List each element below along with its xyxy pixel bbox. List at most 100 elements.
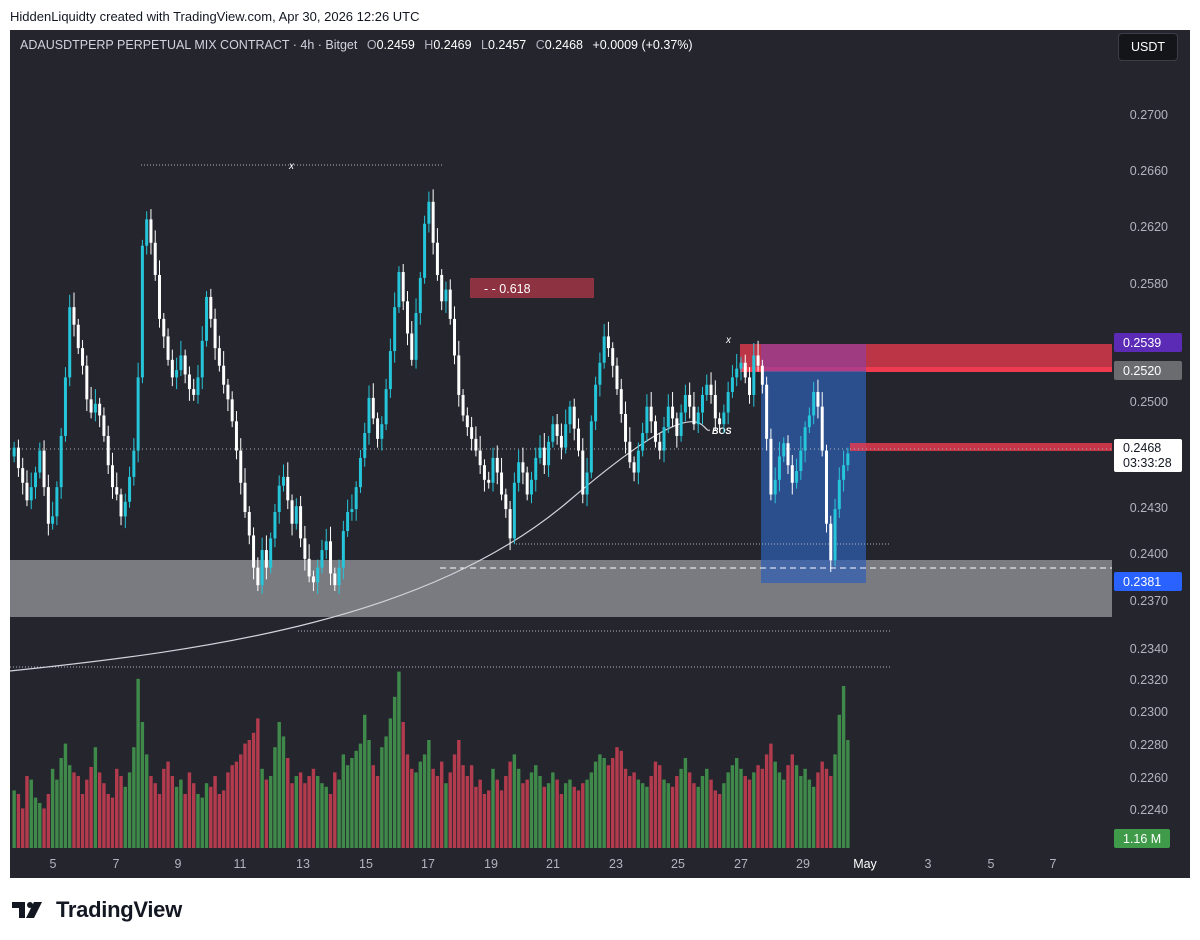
candle-body [363, 433, 367, 458]
candle-body [624, 413, 628, 442]
volume-bar [234, 761, 239, 848]
volume-bar [230, 765, 234, 848]
bos-label: BOS [712, 426, 732, 436]
candle-body [158, 274, 162, 319]
candle-body [196, 377, 200, 395]
candle-body [93, 403, 97, 413]
candle-body [89, 399, 93, 413]
candle-body [538, 447, 542, 458]
candle-body [371, 397, 375, 419]
candle-body [508, 509, 512, 539]
candle-body [166, 336, 170, 360]
swing-high-marker: x [288, 161, 295, 172]
candle-body [602, 336, 606, 363]
candle-body [128, 476, 132, 502]
volume-badge-text: 1.16 M [1123, 832, 1161, 846]
candle-body [418, 277, 422, 314]
candle-body [675, 418, 679, 436]
candle-body [581, 450, 585, 495]
candle-body [38, 450, 42, 473]
volume-bar [602, 758, 606, 848]
candle-body [641, 433, 645, 451]
y-tick: 0.2660 [1130, 164, 1168, 178]
volume-bar [431, 768, 435, 848]
volume-bar [709, 779, 713, 848]
tradingview-logo[interactable]: TradingView [12, 897, 182, 923]
candle-body [718, 418, 722, 425]
volume-bar [452, 754, 457, 848]
x-tick: 7 [113, 857, 120, 871]
volume-bar [102, 783, 106, 848]
candle-body [209, 296, 213, 319]
candle-body [773, 479, 777, 495]
candle-body [559, 435, 563, 448]
candle-body [752, 355, 756, 395]
close-value: 0.2468 [544, 38, 583, 52]
candle-body [320, 550, 324, 568]
candle-body [367, 397, 371, 434]
candle-body [606, 336, 610, 349]
candle-body [748, 377, 752, 395]
candle-body [777, 456, 781, 480]
symbol-header: ADAUSDTPERP PERPETUAL MIX CONTRACT · 4h … [20, 38, 693, 52]
candle-body [153, 242, 157, 275]
x-tick: 15 [359, 857, 373, 871]
price-badge-0381 [1114, 572, 1182, 591]
volume-bar [298, 772, 303, 848]
chart-frame[interactable]: ADAUSDTPERP PERPETUAL MIX CONTRACT · 4h … [10, 30, 1190, 878]
candle-body [842, 465, 846, 480]
candle-body [42, 450, 46, 488]
volume-bar [675, 776, 679, 848]
price-chart[interactable]: 0.2700 0.2660 0.2620 0.2580 0.2500 0.243… [10, 30, 1190, 878]
candle-body [230, 399, 234, 422]
candle-body [405, 301, 409, 334]
volume-bar [816, 772, 820, 848]
tradingview-brand: TradingView [56, 897, 182, 922]
volume-bar [29, 779, 33, 848]
high-label: H [424, 38, 434, 52]
volume-bar [418, 761, 423, 848]
candle-body [29, 487, 33, 501]
volume-bar [380, 747, 384, 848]
candle-body [837, 479, 841, 510]
candle-body [504, 494, 508, 510]
candle-body [264, 550, 268, 568]
fib-label: - - 0.618 [484, 282, 531, 296]
volume-bar [563, 783, 568, 848]
candle-body [517, 462, 521, 483]
candle-body [816, 392, 820, 407]
candle-body [769, 438, 773, 495]
candle-body [653, 421, 657, 442]
volume-bar [444, 783, 448, 848]
volume-bar [55, 779, 59, 848]
volume-bar [713, 790, 718, 848]
volume-bar [328, 794, 333, 848]
currency-button[interactable]: USDT [1118, 33, 1178, 61]
y-tick: 0.2620 [1130, 220, 1168, 234]
volume-bar [461, 765, 465, 848]
volume-bar [623, 768, 628, 848]
volume-bar [508, 761, 512, 848]
volume-bar [183, 794, 187, 848]
volume-bar [333, 772, 337, 848]
y-tick: 0.2430 [1130, 501, 1168, 515]
volume-bar [354, 750, 358, 848]
candle-body [46, 487, 50, 524]
footer: TradingView [10, 878, 1190, 940]
volume-bar [794, 765, 799, 848]
candle-body [316, 567, 320, 583]
candle-body [487, 479, 491, 483]
candle-body [645, 406, 649, 434]
candle-body [542, 447, 546, 466]
volume-bar [811, 786, 816, 848]
volume-bar [153, 783, 157, 848]
volume-bar [692, 783, 696, 848]
candle-body [346, 512, 350, 532]
y-tick: 0.2580 [1130, 277, 1168, 291]
volume-bar [610, 758, 615, 848]
trend-curve [10, 421, 711, 672]
x-tick: 5 [50, 857, 57, 871]
candle-body [25, 482, 29, 501]
candle-body [384, 389, 388, 425]
x-tick: 17 [421, 857, 435, 871]
